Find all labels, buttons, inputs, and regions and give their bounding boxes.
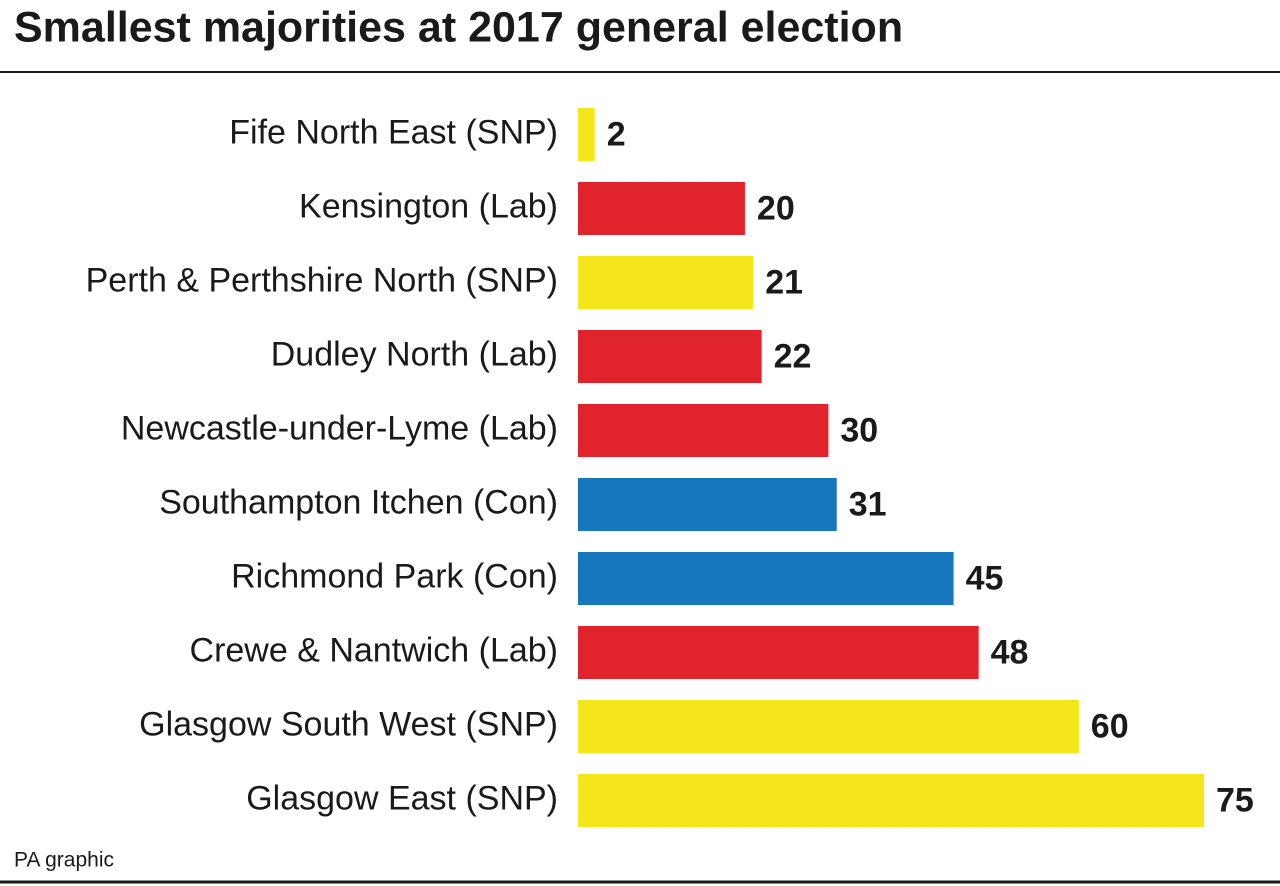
category-label: Glasgow East (SNP) — [246, 779, 558, 817]
value-label: 60 — [1091, 707, 1129, 745]
value-label: 45 — [966, 559, 1004, 597]
value-label: 20 — [757, 189, 795, 227]
bar — [578, 552, 954, 605]
chart-title: Smallest majorities at 2017 general elec… — [14, 3, 903, 51]
bar — [578, 774, 1204, 827]
category-label: Perth & Perthshire North (SNP) — [86, 261, 558, 299]
bar — [578, 182, 745, 235]
bar — [578, 108, 595, 161]
category-label: Dudley North (Lab) — [271, 335, 558, 373]
value-label: 2 — [607, 115, 626, 153]
category-label: Crewe & Nantwich (Lab) — [190, 631, 558, 669]
value-label: 31 — [849, 485, 887, 523]
value-label: 21 — [765, 263, 803, 301]
bar — [578, 626, 979, 679]
category-label: Richmond Park (Con) — [231, 557, 558, 595]
category-label: Kensington (Lab) — [299, 187, 558, 225]
category-label: Southampton Itchen (Con) — [159, 483, 558, 521]
bar — [578, 700, 1079, 753]
bar — [578, 404, 829, 457]
bar — [578, 478, 837, 531]
value-label: 22 — [774, 337, 812, 375]
source: PA graphic — [14, 849, 114, 872]
category-label: Glasgow South West (SNP) — [139, 705, 558, 743]
value-label: 48 — [991, 633, 1029, 671]
value-label: 75 — [1216, 781, 1254, 819]
bar — [578, 256, 754, 309]
bar — [578, 330, 762, 383]
value-label: 30 — [840, 411, 878, 449]
category-label: Newcastle-under-Lyme (Lab) — [121, 409, 558, 447]
category-label: Fife North East (SNP) — [229, 113, 558, 151]
